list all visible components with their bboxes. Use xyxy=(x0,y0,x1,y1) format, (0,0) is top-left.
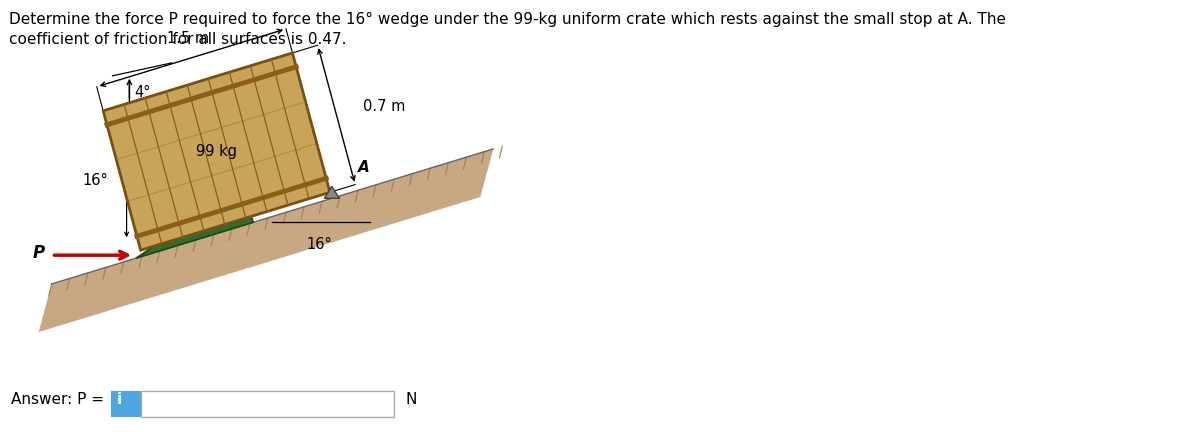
Polygon shape xyxy=(38,149,493,332)
Text: i: i xyxy=(116,393,121,407)
Text: coefficient of friction for all surfaces is 0.47.: coefficient of friction for all surfaces… xyxy=(10,32,347,47)
FancyBboxPatch shape xyxy=(110,391,140,417)
Polygon shape xyxy=(103,53,330,250)
Text: 99 kg: 99 kg xyxy=(196,144,238,159)
Text: 0.7 m: 0.7 m xyxy=(362,99,406,114)
Text: P: P xyxy=(32,244,44,262)
Text: 16°: 16° xyxy=(82,173,108,188)
Text: Answer: P =: Answer: P = xyxy=(11,393,109,407)
Text: 1.5 m: 1.5 m xyxy=(167,31,209,46)
Text: N: N xyxy=(406,393,416,407)
Text: 4°: 4° xyxy=(134,85,150,100)
Text: A: A xyxy=(358,160,370,175)
Polygon shape xyxy=(324,186,340,198)
Text: 16°: 16° xyxy=(306,237,331,252)
Text: Determine the force P required to force the 16° wedge under the 99-kg uniform cr: Determine the force P required to force … xyxy=(10,12,1007,27)
FancyBboxPatch shape xyxy=(140,391,394,417)
Polygon shape xyxy=(136,187,253,258)
